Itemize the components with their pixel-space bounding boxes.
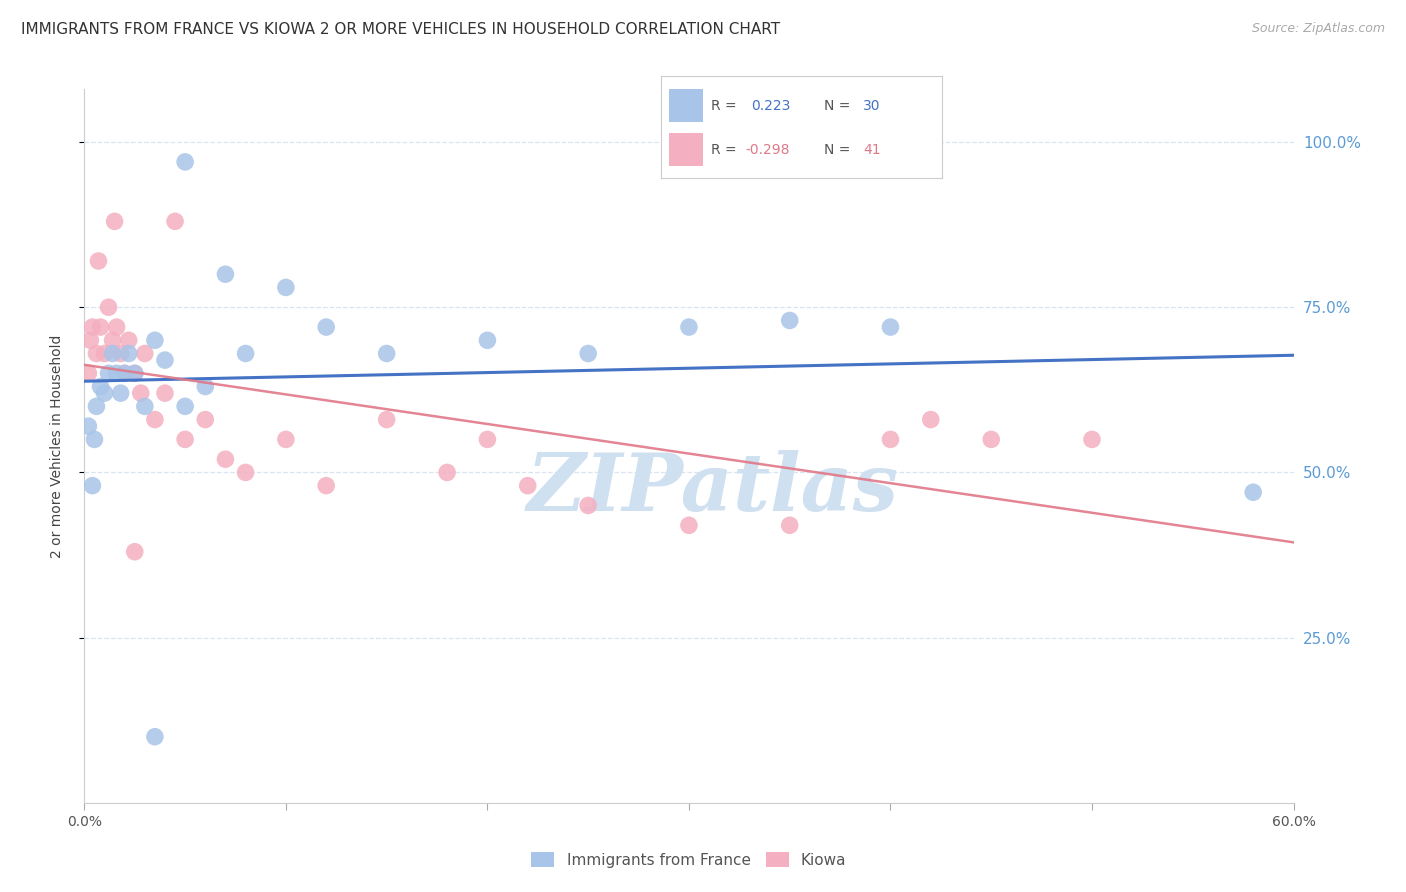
Point (118, 333, 141, 347)
Point (779, 313, 801, 327)
Point (879, 433, 901, 447)
Text: R =: R = (711, 99, 737, 112)
Point (86, 400, 108, 414)
Point (678, 518, 700, 533)
Point (576, 499, 599, 513)
Point (174, 433, 197, 447)
Point (174, 400, 197, 414)
Bar (669, 89, 703, 122)
Point (174, 154, 197, 169)
Point (153, 386, 176, 401)
Point (110, 386, 132, 401)
Point (93, 386, 115, 401)
Point (678, 320, 700, 334)
Point (93, 346, 115, 360)
Y-axis label: 2 or more Vehicles in Household: 2 or more Vehicles in Household (49, 334, 63, 558)
Point (79, 333, 101, 347)
Point (214, 452, 236, 467)
Point (194, 379, 217, 393)
Point (97, 367, 120, 381)
Point (89, 320, 111, 334)
Text: N =: N = (824, 99, 851, 112)
Point (235, 466, 257, 480)
Point (194, 412, 217, 426)
Text: -0.298: -0.298 (745, 143, 790, 157)
Point (86, 346, 108, 360)
Point (124, 545, 146, 559)
Text: 0.223: 0.223 (751, 99, 790, 112)
Point (104, 214, 127, 228)
Legend: Immigrants from France, Kiowa: Immigrants from France, Kiowa (526, 846, 852, 873)
Point (77, 419, 100, 434)
Point (477, 433, 499, 447)
Text: 41: 41 (863, 143, 882, 157)
Point (143, 412, 166, 426)
Point (143, 730, 166, 744)
Point (118, 346, 141, 360)
Point (920, 412, 942, 426)
Point (315, 320, 337, 334)
Point (980, 433, 1002, 447)
Point (143, 333, 166, 347)
Point (516, 478, 538, 492)
Point (375, 412, 398, 426)
Point (153, 353, 176, 368)
Point (124, 367, 146, 381)
Point (315, 478, 337, 492)
Point (134, 400, 156, 414)
Point (129, 386, 152, 401)
Point (114, 367, 136, 381)
Point (274, 280, 297, 294)
Text: IMMIGRANTS FROM FRANCE VS KIOWA 2 OR MORE VEHICLES IN HOUSEHOLD CORRELATION CHAR: IMMIGRANTS FROM FRANCE VS KIOWA 2 OR MOR… (21, 22, 780, 37)
Point (477, 333, 499, 347)
Point (235, 346, 257, 360)
Point (124, 367, 146, 381)
Point (214, 267, 236, 281)
Point (436, 466, 458, 480)
Point (165, 214, 187, 228)
Point (110, 346, 132, 360)
Text: ZIPatlas: ZIPatlas (527, 450, 900, 527)
Point (1241, 485, 1264, 500)
Text: R =: R = (711, 143, 737, 157)
Point (274, 433, 297, 447)
Point (779, 518, 801, 533)
Bar (669, 133, 703, 166)
Point (77, 367, 100, 381)
Point (114, 367, 136, 381)
Point (879, 320, 901, 334)
Text: 30: 30 (863, 99, 880, 112)
Point (87, 254, 110, 268)
Point (1081, 433, 1104, 447)
Point (576, 346, 599, 360)
Point (375, 346, 398, 360)
Point (105, 367, 128, 381)
Point (83, 433, 105, 447)
Point (101, 346, 124, 360)
Text: Source: ZipAtlas.com: Source: ZipAtlas.com (1251, 22, 1385, 36)
Text: N =: N = (824, 143, 851, 157)
Point (97, 300, 120, 314)
Point (82, 478, 104, 492)
Point (134, 346, 156, 360)
Point (82, 320, 104, 334)
Point (105, 320, 128, 334)
Point (89, 379, 111, 393)
Point (101, 333, 124, 347)
